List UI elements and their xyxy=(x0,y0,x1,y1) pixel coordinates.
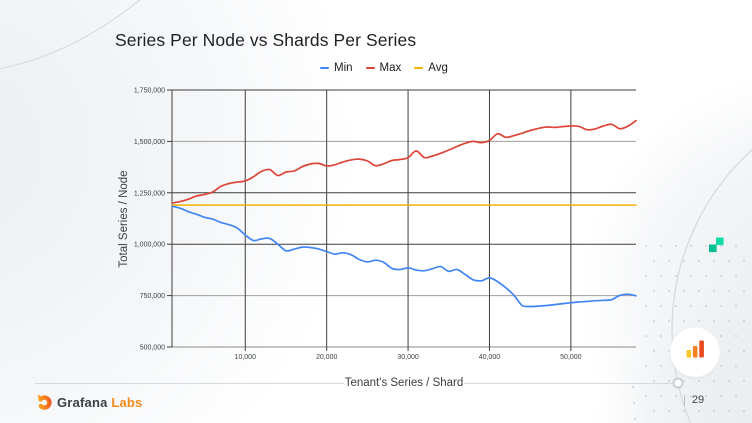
logo-suffix: Labs xyxy=(111,394,143,410)
logo-brand: Grafana xyxy=(57,394,108,410)
legend-item-avg: Avg xyxy=(414,62,448,74)
logo-text: Grafana Labs xyxy=(57,395,143,410)
grafana-labs-logo: Grafana Labs xyxy=(36,394,143,410)
chart-title: Series Per Node vs Shards Per Series xyxy=(115,30,417,50)
bar-chart-icon xyxy=(686,340,704,358)
legend-dash-avg-icon xyxy=(414,66,424,70)
ring-node xyxy=(672,377,684,389)
x-axis-title: Tenant's Series / Shard xyxy=(344,377,464,389)
legend-dash-max-icon xyxy=(365,66,375,70)
legend-item-min: Min xyxy=(320,62,353,74)
top-left-blob xyxy=(0,0,355,423)
chart-legend: Min Max Avg xyxy=(320,62,448,74)
legend-label-max: Max xyxy=(379,62,402,74)
legend-dash-min-icon xyxy=(320,66,329,70)
bar-chart-badge xyxy=(669,326,721,380)
teal-square-lower xyxy=(709,244,717,253)
legend-label-min: Min xyxy=(334,62,353,74)
legend-item-max: Max xyxy=(365,62,402,74)
y-axis-title: Total Series / Node xyxy=(118,170,130,268)
teal-square-upper xyxy=(716,237,724,246)
top-left-arc xyxy=(0,0,141,70)
grafana-logo-icon xyxy=(37,395,52,410)
bottom-right-arc xyxy=(671,149,752,423)
dot-grid xyxy=(632,245,745,420)
legend-label-avg: Avg xyxy=(428,62,448,74)
page-number: | 29 xyxy=(683,394,704,406)
page-number-separator: | xyxy=(683,394,686,406)
page-number-value: 29 xyxy=(691,394,705,406)
